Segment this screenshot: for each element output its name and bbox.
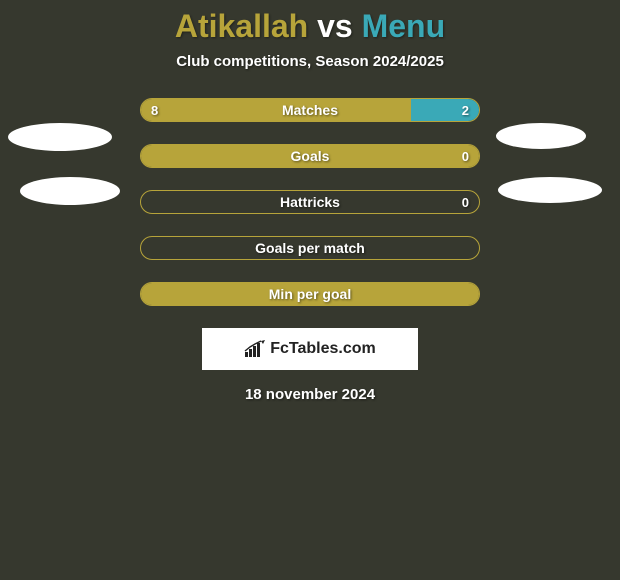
bar-chart-icon	[244, 340, 266, 358]
player2-name: Menu	[362, 8, 446, 44]
stat-row: 0Goals	[140, 144, 480, 168]
stat-row: 82Matches	[140, 98, 480, 122]
decorative-blob-right-bottom	[498, 177, 602, 203]
subtitle: Club competitions, Season 2024/2025	[0, 53, 620, 70]
vs-separator: vs	[317, 8, 353, 44]
stat-bars: 82Matches 0Goals 0Hattricks Goals per match…	[140, 98, 480, 306]
player1-name: Atikallah	[175, 8, 308, 44]
stat-row: 0Hattricks	[140, 190, 480, 214]
stat-label: Matches	[141, 99, 479, 121]
stat-label: Goals	[141, 145, 479, 167]
decorative-blob-left-top	[8, 123, 112, 151]
stat-label: Min per goal	[141, 283, 479, 305]
stat-label: Goals per match	[141, 237, 479, 259]
comparison-title: Atikallah vs Menu	[0, 0, 620, 45]
decorative-blob-left-bottom	[20, 177, 120, 205]
brand-text: FcTables.com	[270, 340, 376, 358]
date-text: 18 november 2024	[0, 386, 620, 403]
stat-row: Min per goal	[140, 282, 480, 306]
stat-label: Hattricks	[141, 191, 479, 213]
stat-row: Goals per match	[140, 236, 480, 260]
brand-badge: FcTables.com	[202, 328, 418, 370]
decorative-blob-right-top	[496, 123, 586, 149]
